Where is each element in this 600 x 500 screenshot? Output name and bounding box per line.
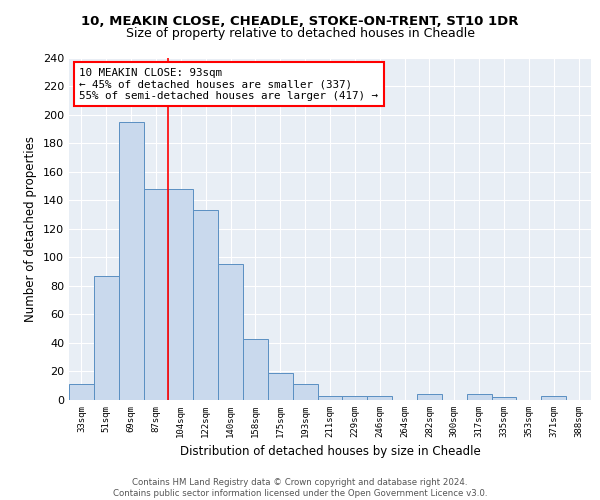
Bar (417, 394, 442, 400)
Y-axis label: Number of detached properties: Number of detached properties (25, 136, 37, 322)
Bar (293, 384, 317, 400)
Text: Size of property relative to detached houses in Cheadle: Size of property relative to detached ho… (125, 28, 475, 40)
Bar (317, 396, 343, 400)
Bar (268, 373, 293, 400)
Bar (119, 122, 143, 400)
Bar (541, 396, 566, 400)
Bar (467, 394, 491, 400)
Text: 10 MEAKIN CLOSE: 93sqm
← 45% of detached houses are smaller (337)
55% of semi-de: 10 MEAKIN CLOSE: 93sqm ← 45% of detached… (79, 68, 379, 101)
Bar (218, 264, 243, 400)
Bar (243, 338, 268, 400)
Bar (69, 384, 94, 400)
Bar (343, 396, 367, 400)
Bar (193, 210, 218, 400)
Bar (94, 276, 119, 400)
Bar (143, 189, 169, 400)
Text: Contains HM Land Registry data © Crown copyright and database right 2024.
Contai: Contains HM Land Registry data © Crown c… (113, 478, 487, 498)
Bar (367, 396, 392, 400)
X-axis label: Distribution of detached houses by size in Cheadle: Distribution of detached houses by size … (179, 446, 481, 458)
Bar (169, 189, 193, 400)
Text: 10, MEAKIN CLOSE, CHEADLE, STOKE-ON-TRENT, ST10 1DR: 10, MEAKIN CLOSE, CHEADLE, STOKE-ON-TREN… (81, 15, 519, 28)
Bar (491, 397, 517, 400)
